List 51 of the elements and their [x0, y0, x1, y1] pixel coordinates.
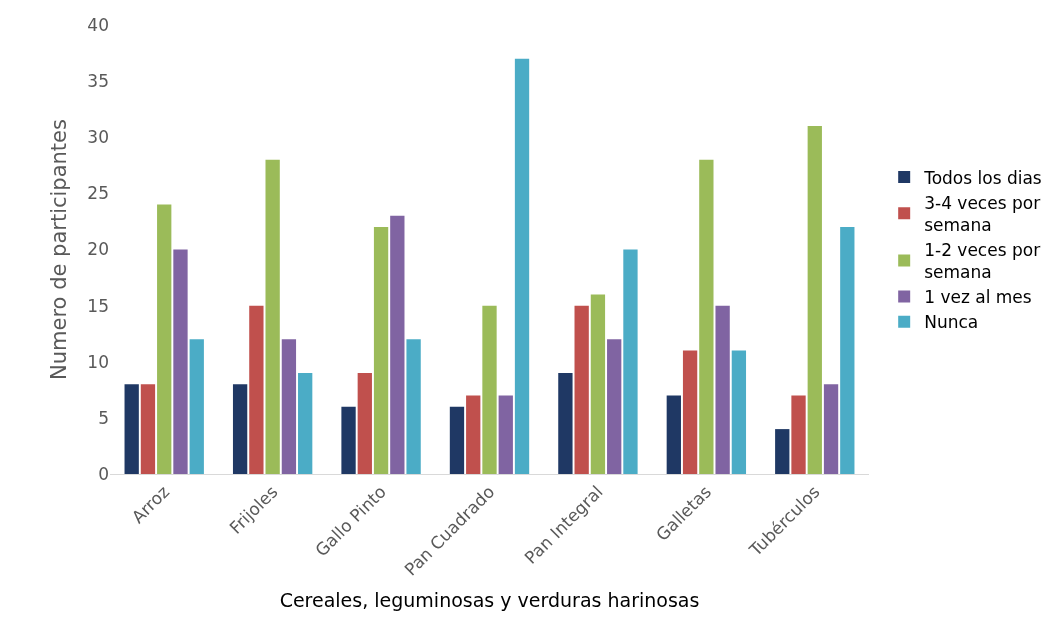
bar: [775, 429, 790, 474]
y-tick-label: 35: [87, 71, 109, 92]
bar: [281, 339, 297, 474]
bar: [731, 350, 747, 474]
bar: [157, 204, 172, 474]
legend-label: 1-2 veces por semana: [924, 239, 1041, 283]
bar: [807, 126, 822, 474]
y-tick-label: 5: [98, 407, 109, 428]
bar: [140, 384, 156, 474]
bar: [514, 58, 530, 474]
bar: [124, 384, 139, 474]
bar: [666, 395, 681, 474]
y-tick-label: 25: [87, 183, 109, 204]
bar: [373, 227, 389, 474]
bar: [574, 305, 589, 474]
bar: [558, 372, 573, 474]
bar: [390, 215, 405, 474]
y-tick-label: 10: [87, 351, 109, 372]
y-axis-title: Numero de participantes: [46, 119, 71, 380]
y-tick-label: 0: [98, 463, 109, 484]
bar: [249, 305, 264, 474]
legend-label: 1 vez al mes: [924, 287, 1032, 308]
bar: [607, 339, 622, 474]
bar: [341, 406, 356, 474]
bar: [298, 372, 313, 474]
bar: [265, 159, 280, 474]
bar: [189, 339, 204, 474]
bar: [173, 249, 188, 474]
bar: [840, 227, 855, 474]
bar: [682, 350, 698, 474]
x-axis-title: Cereales, leguminosas y verduras harinosas: [279, 589, 700, 612]
y-tick-label: 20: [87, 239, 109, 260]
bar: [449, 406, 465, 474]
bar: [791, 395, 806, 474]
legend-label: Todos los dias: [923, 167, 1042, 188]
bar: [699, 159, 714, 474]
bar: [406, 339, 421, 474]
legend-label: Nunca: [924, 312, 979, 333]
bar: [232, 384, 248, 474]
bar: [498, 395, 513, 474]
bar: [482, 305, 497, 474]
bar: [623, 249, 638, 474]
bar: [823, 384, 839, 474]
legend-label: 3-4 veces por semana: [924, 192, 1041, 235]
bar: [357, 372, 372, 474]
y-tick-label: 30: [87, 127, 109, 148]
y-tick-label: 40: [87, 14, 109, 35]
bar: [466, 395, 481, 474]
bar: [590, 294, 606, 474]
bar: [715, 305, 730, 474]
y-tick-label: 15: [87, 295, 109, 316]
